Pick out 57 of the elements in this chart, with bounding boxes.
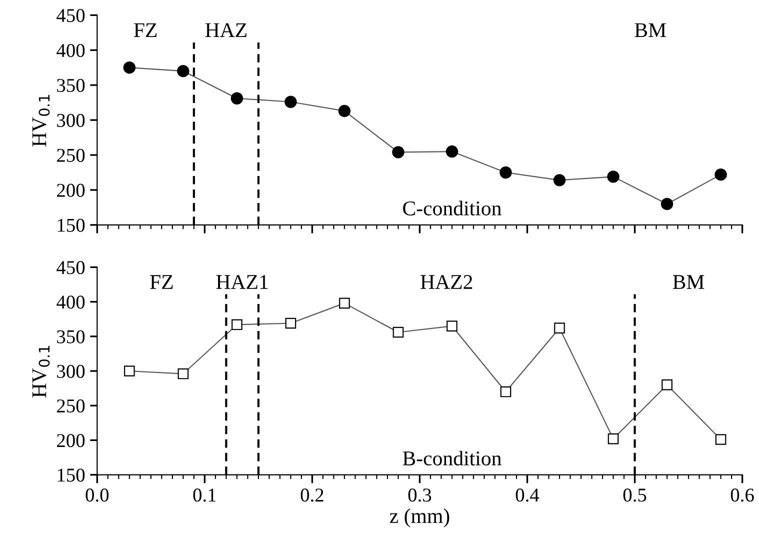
x-axis-title: z (mm): [390, 508, 450, 528]
y-axis-title: HV$_{0.1}$: [32, 346, 50, 398]
point: [230, 92, 244, 104]
point: [446, 320, 458, 332]
y-tick-label: 150: [58, 468, 85, 482]
y-tick-label: 200: [57, 434, 85, 448]
y-tick-label: 150: [58, 218, 85, 232]
x-tick-label: 0.5: [623, 488, 646, 502]
point: [177, 65, 190, 78]
x-tick-label: 0.1: [193, 488, 216, 502]
x-tick-label: 0.6: [730, 488, 754, 502]
point: [500, 166, 512, 179]
y-tick-label: 300: [57, 364, 85, 378]
x-tick-label: 0.2: [300, 488, 324, 502]
x-tick-label: 0.0: [86, 488, 109, 502]
y-tick-label: 300: [57, 114, 85, 127]
point: [553, 174, 566, 186]
point: [392, 146, 404, 158]
y-axis-title: HV$_{0.1}$: [32, 95, 50, 147]
x-tick-label: 0.3: [408, 488, 432, 502]
point: [285, 318, 296, 329]
point: [284, 96, 297, 108]
point: [554, 322, 565, 334]
annotation: C-condition: [403, 200, 502, 216]
point: [608, 433, 619, 444]
point: [232, 319, 242, 330]
point: [124, 366, 135, 376]
annotation: BM: [634, 23, 666, 38]
point: [123, 62, 136, 74]
annotation: HAZ2: [420, 275, 472, 289]
annotation: FZ: [134, 23, 157, 37]
y-tick-label: 350: [57, 330, 85, 344]
y-tick-label: 400: [56, 296, 85, 309]
point: [660, 198, 674, 210]
point: [446, 145, 458, 158]
annotation: B-condition: [402, 450, 502, 466]
annotation: HAZ: [205, 23, 246, 37]
annotation: BM: [672, 275, 704, 289]
point: [714, 168, 727, 181]
point: [715, 434, 726, 445]
y-tick-label: 350: [57, 78, 85, 92]
point: [607, 170, 620, 183]
point: [338, 104, 351, 118]
y-tick-label: 450: [56, 8, 85, 22]
annotation: HAZ1: [216, 275, 268, 289]
annotation: FZ: [150, 275, 173, 289]
y-tick-label: 200: [57, 184, 85, 197]
point: [662, 379, 672, 390]
point: [392, 326, 404, 338]
point: [178, 368, 189, 380]
y-tick-label: 250: [57, 148, 85, 162]
y-tick-label: 400: [56, 44, 85, 58]
x-tick-label: 0.4: [516, 488, 540, 502]
point: [500, 386, 512, 398]
y-tick-label: 450: [56, 261, 85, 274]
y-tick-label: 250: [57, 399, 85, 413]
point: [339, 298, 350, 309]
